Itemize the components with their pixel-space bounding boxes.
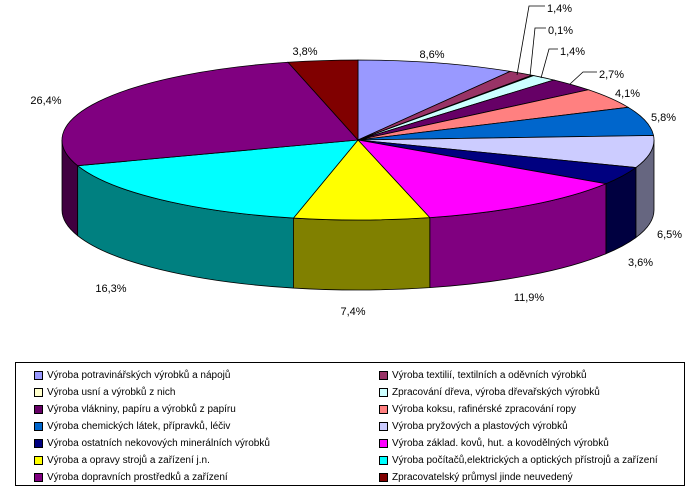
legend-label: Výroba vlákniny, papíru a výrobků z papí… [47, 404, 236, 415]
data-labels: 8,6% 1,4% 0,1% 1,4% 2,7% 4,1% 5,8% 6,5% 3,6% 11,9… [30, 3, 682, 318]
data-label-11: 16,3% [95, 283, 126, 295]
legend-label: Výroba chemických látek, přípravků, léči… [47, 421, 231, 432]
legend-swatch [379, 456, 388, 465]
data-label-7: 6,5% [657, 229, 682, 241]
legend-item: Výroba základ. kovů, hut. a kovodělných … [379, 435, 700, 452]
legend-item: Výroba potravinářských výrobků a nápojů [34, 367, 379, 384]
legend-swatch [379, 388, 388, 397]
pie-slice-9 [356, 139, 608, 219]
legend-label: Výroba koksu, rafinérské zpracování ropy [392, 404, 576, 415]
leader-line-2 [529, 27, 546, 77]
leader-line-3 [540, 48, 558, 79]
data-label-10: 7,4% [340, 306, 365, 318]
data-label-9: 11,9% [514, 292, 545, 304]
legend-item: Výroba ostatních nekovových minerálních … [34, 435, 379, 452]
legend-label: Výroba usní a výrobků z nich [47, 387, 176, 398]
data-label-12: 26,4% [30, 95, 61, 107]
legend-swatch [34, 371, 43, 380]
legend-item: Výroba a opravy strojů a zařízení j.n. [34, 452, 379, 469]
legend-swatch [34, 388, 43, 397]
pie-sides [61, 139, 655, 291]
data-label-1: 1,4% [547, 3, 572, 15]
leader-line-1 [516, 5, 545, 76]
legend-swatch [379, 371, 388, 380]
pie-side-10 [293, 217, 431, 291]
legend-item: Výroba koksu, rafinérské zpracování ropy [379, 401, 700, 418]
legend-item: Výroba dopravních prostředků a zařízení [34, 469, 379, 486]
legend: Výroba potravinářských výrobků a nápojů V… [15, 362, 685, 486]
pie-slice-0 [357, 59, 512, 141]
data-label-8: 3,6% [628, 257, 653, 269]
pie-slice-12 [61, 61, 359, 167]
legend-swatch [379, 405, 388, 414]
legend-item: Zpracovatelský průmysl jinde neuvedený [379, 469, 700, 486]
legend-label: Výroba ostatních nekovových minerálních … [47, 438, 270, 449]
legend-label: Výroba textilií, textilních a oděvních v… [392, 370, 587, 381]
data-label-5: 4,1% [615, 88, 640, 100]
data-label-4: 2,7% [599, 69, 624, 81]
data-label-0: 8,6% [419, 49, 444, 61]
data-label-13: 3,8% [292, 46, 317, 58]
legend-item: Výroba usní a výrobků z nich [34, 384, 379, 401]
legend-swatch [379, 422, 388, 431]
pie-slice-7 [357, 135, 655, 168]
data-label-6: 5,8% [651, 112, 676, 124]
legend-swatch [34, 405, 43, 414]
legend-label: Zpracování dřeva, výroba dřevařských výr… [392, 387, 600, 398]
legend-label: Výroba dopravních prostředků a zařízení [47, 472, 228, 483]
legend-label: Výroba pryžových a plastových výrobků [392, 421, 568, 432]
legend-item: Zpracování dřeva, výroba dřevařských výr… [379, 384, 700, 401]
leader-line-4 [569, 71, 597, 85]
pie-slice-10 [292, 139, 431, 221]
legend-label: Výroba základ. kovů, hut. a kovodělných … [392, 438, 609, 449]
leader-lines [516, 5, 597, 85]
legend-swatch [34, 439, 43, 448]
legend-label: Zpracovatelský průmysl jinde neuvedený [392, 472, 573, 483]
legend-swatch [379, 473, 388, 482]
legend-swatch [379, 439, 388, 448]
legend-item: Výroba pryžových a plastových výrobků [379, 418, 700, 435]
pie-chart: 8,6% 1,4% 0,1% 1,4% 2,7% 4,1% 5,8% 6,5% 3,6% 11,9… [30, 3, 682, 318]
legend-item: Výroba textilií, textilních a oděvních v… [379, 367, 700, 384]
legend-label: Výroba potravinářských výrobků a nápojů [47, 370, 231, 381]
pie-slices [61, 59, 655, 221]
legend-item: Výroba počítačů,elektrických a optických… [379, 452, 700, 469]
legend-swatch [34, 456, 43, 465]
legend-item: Výroba chemických látek, přípravků, léči… [34, 418, 379, 435]
pie-slice-13 [287, 59, 359, 142]
legend-label: Výroba a opravy strojů a zařízení j.n. [47, 455, 210, 466]
data-label-2: 0,1% [548, 25, 573, 37]
legend-item: Výroba vlákniny, papíru a výrobků z papí… [34, 401, 379, 418]
legend-swatch [34, 422, 43, 431]
data-label-3: 1,4% [560, 46, 585, 58]
legend-swatch [34, 473, 43, 482]
legend-label: Výroba počítačů,elektrických a optických… [392, 455, 658, 466]
